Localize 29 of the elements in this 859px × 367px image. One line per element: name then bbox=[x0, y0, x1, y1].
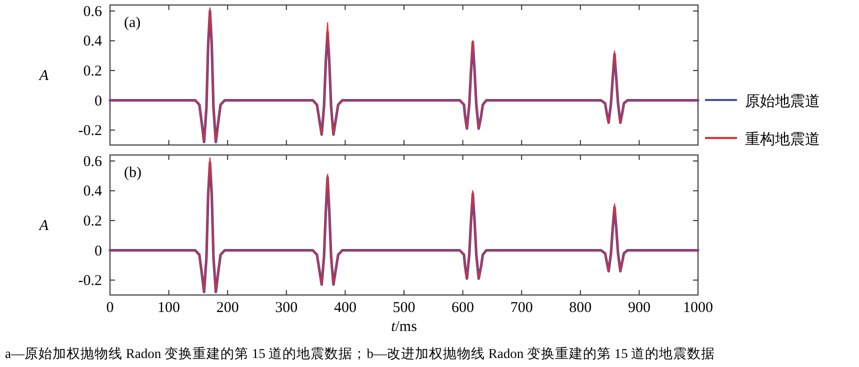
x-tick-label: 100 bbox=[158, 300, 180, 316]
text: (b) bbox=[124, 165, 142, 181]
y-tick-label: 0.4 bbox=[83, 184, 102, 200]
y-tick-label: -0.2 bbox=[78, 273, 102, 290]
y-tick-label: 0 bbox=[94, 243, 102, 260]
y-tick-label: 0 bbox=[94, 93, 102, 110]
y-axis-title: A bbox=[38, 68, 50, 84]
y-tick-label: 0.2 bbox=[83, 64, 102, 80]
x-tick-label: 1000 bbox=[683, 300, 713, 316]
text: a—原始加权抛物线 Radon 变换重建的第 15 道的地震数据；b—改进加权抛物线 Radon 变换重建的第 15 道的地震数据 bbox=[5, 346, 716, 361]
legend-label: 原始地震道 bbox=[745, 92, 820, 110]
x-tick-label: 900 bbox=[628, 300, 650, 316]
y-tick-label: 0.2 bbox=[83, 214, 102, 230]
x-tick-label: 400 bbox=[334, 300, 356, 316]
x-axis-title: t/ms bbox=[391, 319, 418, 335]
y-axis-title: A bbox=[38, 218, 50, 234]
x-tick-label: 600 bbox=[452, 300, 474, 316]
y-tick-label: 0.6 bbox=[83, 4, 102, 20]
x-tick-label: 0 bbox=[106, 300, 114, 316]
x-tick-label: 700 bbox=[510, 300, 533, 316]
x-tick-label: 300 bbox=[275, 300, 298, 316]
y-tick-label: -0.2 bbox=[78, 123, 102, 140]
legend-label: 重构地震道 bbox=[745, 130, 820, 148]
text: (a) bbox=[124, 15, 141, 31]
x-tick-label: 500 bbox=[392, 300, 416, 316]
x-tick-label: 800 bbox=[569, 300, 592, 316]
x-tick-label: 200 bbox=[216, 300, 239, 316]
y-tick-label: 0.4 bbox=[83, 34, 102, 50]
y-tick-label: 0.6 bbox=[83, 154, 102, 170]
